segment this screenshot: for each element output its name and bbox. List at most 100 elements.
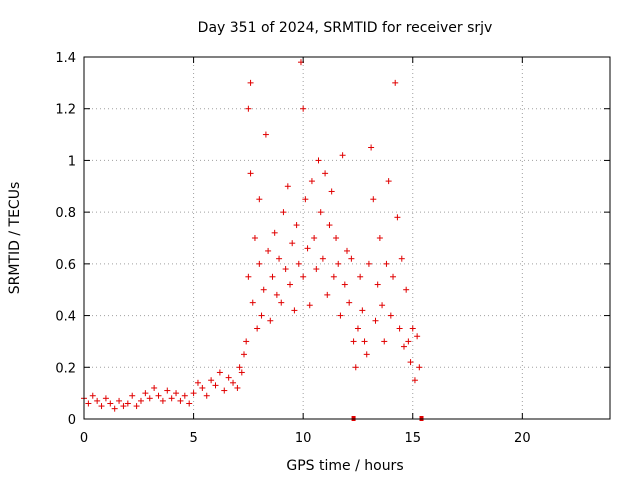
data-point xyxy=(212,382,219,389)
data-point xyxy=(315,157,322,164)
data-point xyxy=(89,392,96,399)
data-point xyxy=(339,152,346,159)
data-point xyxy=(267,317,274,324)
data-points xyxy=(81,59,424,421)
data-point xyxy=(392,79,399,86)
data-point xyxy=(365,260,372,267)
data-point xyxy=(94,397,101,404)
data-point xyxy=(256,260,263,267)
data-point xyxy=(317,209,324,216)
data-point xyxy=(409,325,416,332)
data-point xyxy=(337,312,344,319)
data-point xyxy=(240,351,247,358)
y-tick-label: 0.4 xyxy=(55,310,76,325)
data-point xyxy=(398,255,405,262)
x-axis-label: GPS time / hours xyxy=(286,458,403,474)
data-point xyxy=(216,369,223,376)
data-point xyxy=(186,400,193,407)
data-point xyxy=(208,377,215,384)
data-point xyxy=(271,229,278,236)
y-axis-label: SRMTID / TECUs xyxy=(7,182,23,295)
data-point xyxy=(411,377,418,384)
data-point xyxy=(330,273,337,280)
data-point xyxy=(251,235,258,241)
data-point xyxy=(282,266,289,273)
data-point xyxy=(137,397,144,404)
data-point xyxy=(177,397,184,404)
data-point xyxy=(293,222,300,229)
data-point xyxy=(133,403,140,410)
data-point xyxy=(124,400,131,407)
data-point xyxy=(350,338,357,345)
x-tick-label: 20 xyxy=(514,431,531,446)
y-tick-label: 0.2 xyxy=(55,361,76,376)
data-point xyxy=(372,317,379,324)
data-point xyxy=(379,302,386,309)
data-point xyxy=(284,183,291,190)
x-tick-label: 5 xyxy=(189,431,197,446)
data-point xyxy=(341,281,348,288)
data-point xyxy=(243,338,250,345)
data-point xyxy=(262,131,269,138)
data-point xyxy=(278,299,285,306)
data-point xyxy=(159,397,166,404)
data-point xyxy=(359,307,366,314)
data-point xyxy=(368,144,375,151)
y-tick-label: 0.8 xyxy=(55,206,76,221)
data-point xyxy=(256,196,263,203)
data-point xyxy=(346,299,353,306)
data-point xyxy=(258,312,265,319)
data-point xyxy=(142,390,149,397)
data-point xyxy=(236,364,243,371)
data-point xyxy=(306,302,313,309)
data-point xyxy=(407,359,414,366)
data-point xyxy=(357,273,364,280)
data-point xyxy=(348,255,355,262)
data-point xyxy=(221,387,228,394)
data-point xyxy=(273,291,280,298)
data-point xyxy=(247,170,254,177)
data-point xyxy=(102,395,109,402)
data-point xyxy=(354,325,361,332)
data-point xyxy=(276,255,283,262)
data-point xyxy=(405,338,412,345)
data-point xyxy=(245,105,252,112)
data-point xyxy=(260,286,267,293)
data-point xyxy=(326,222,333,229)
data-point xyxy=(173,390,180,397)
data-point xyxy=(374,281,381,288)
data-point xyxy=(120,403,127,410)
y-tick-label: 0 xyxy=(68,413,76,428)
data-point xyxy=(313,266,320,273)
data-point xyxy=(164,387,171,394)
data-point xyxy=(381,338,388,345)
data-point xyxy=(269,273,276,280)
data-point xyxy=(199,384,206,391)
data-point xyxy=(302,196,309,203)
data-point xyxy=(333,235,340,241)
data-point xyxy=(396,325,403,332)
plot-frame xyxy=(83,56,611,420)
data-point xyxy=(400,343,407,350)
data-point xyxy=(390,273,397,280)
data-point xyxy=(328,188,335,195)
data-point xyxy=(203,392,210,399)
data-point xyxy=(304,245,311,252)
data-point xyxy=(98,403,105,410)
data-point xyxy=(363,351,370,358)
data-point xyxy=(155,392,162,399)
chart-title: Day 351 of 2024, SRMTID for receiver srj… xyxy=(198,20,493,36)
data-point xyxy=(414,333,421,340)
data-point xyxy=(280,209,287,216)
data-point xyxy=(85,400,92,407)
data-point xyxy=(335,260,342,267)
data-point xyxy=(403,286,410,293)
grid-lines xyxy=(84,57,610,419)
data-point xyxy=(238,369,245,376)
data-point xyxy=(129,392,136,399)
y-tick-label: 1.2 xyxy=(55,103,76,118)
data-point xyxy=(245,273,252,280)
data-point xyxy=(300,105,307,112)
data-point xyxy=(225,374,232,381)
